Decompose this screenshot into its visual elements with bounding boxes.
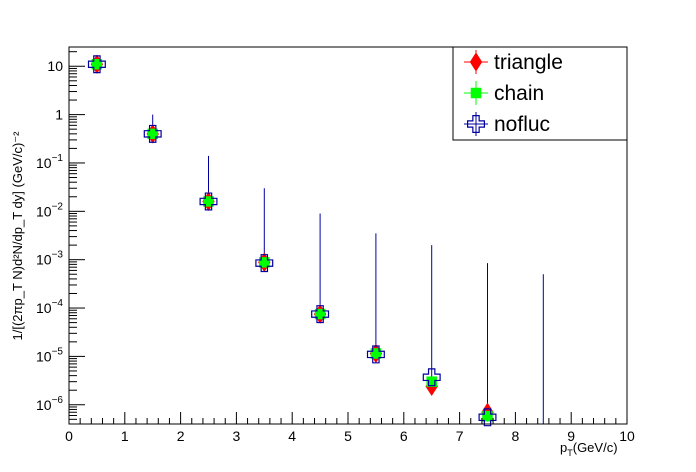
data-point: [482, 410, 493, 422]
data-point: [366, 345, 385, 364]
data-point: [203, 196, 214, 207]
data-point: [478, 408, 497, 427]
data-point: [470, 87, 482, 99]
x-tick-label: 2: [177, 428, 185, 444]
x-tick-label: 6: [400, 428, 408, 444]
data-point: [422, 368, 441, 387]
y-tick-label-base: 10: [47, 58, 63, 74]
x-tick-label: 8: [512, 428, 520, 444]
y-tick-label: 10: [47, 58, 63, 74]
y-tick-label-base: 10: [36, 300, 52, 316]
legend-label: triangle: [494, 51, 563, 74]
x-tick-label: 0: [65, 428, 73, 444]
data-point: [143, 124, 162, 143]
data-point: [311, 305, 330, 324]
y-tick-label-base: 10: [36, 397, 52, 413]
data-point: [469, 52, 483, 72]
y-tick-label-exponent: −3: [52, 250, 64, 261]
x-tick-label: 5: [344, 428, 352, 444]
data-point: [426, 376, 437, 387]
y-tick-label-exponent: −2: [52, 201, 64, 212]
x-tick-label: 9: [567, 428, 575, 444]
data-markers: [87, 54, 497, 427]
y-tick-label-exponent: −1: [52, 153, 64, 164]
error-bars: [96, 59, 544, 424]
x-tick-label: 3: [233, 428, 241, 444]
y-tick-label-base: 10: [36, 348, 52, 364]
svg-text:pT(GeV/c): pT(GeV/c): [560, 440, 618, 458]
y-tick-label-base: 1: [55, 107, 63, 123]
data-point: [259, 257, 270, 268]
data-point: [370, 348, 382, 359]
y-tick-label: 10−1: [36, 153, 63, 171]
y-tick-label: 10−3: [36, 250, 63, 268]
x-tick-label: 1: [121, 428, 129, 444]
y-tick-label-exponent: −4: [52, 298, 64, 309]
data-point: [255, 254, 274, 273]
y-tick-label-base: 10: [36, 252, 52, 268]
legend-label: nofluc: [494, 113, 550, 136]
data-point: [199, 192, 218, 211]
x-tick-label: 7: [456, 428, 464, 444]
data-point: [147, 128, 158, 140]
y-tick-label-base: 10: [36, 203, 52, 219]
y-tick-label: 10−4: [36, 298, 63, 316]
y-tick-label: 1: [55, 107, 63, 123]
y-tick-label-exponent: −5: [52, 346, 64, 357]
legend: triangle chain nofluc: [452, 46, 628, 141]
x-axis-ticks: 0 1 2 3 4 5 6 7 8 9 10: [65, 412, 635, 444]
x-tick-label: 10: [619, 428, 635, 444]
data-point: [314, 308, 326, 320]
y-tick-label-base: 10: [36, 155, 52, 171]
data-point: [87, 55, 106, 74]
y-tick-label: 10−2: [36, 201, 63, 219]
y-tick-label: 10−5: [36, 346, 63, 364]
y-axis-title: 1/[(2πp_T N)d²N/dp_T dy] (GeV/c)⁻²: [10, 131, 25, 341]
data-point: [91, 58, 103, 70]
legend-label: chain: [494, 82, 544, 105]
x-axis-title-sub: T: [567, 448, 573, 458]
x-tick-label: 4: [288, 428, 296, 444]
data-point: [467, 114, 485, 133]
y-tick-label-exponent: −6: [52, 395, 64, 406]
x-axis-title-main: p: [560, 440, 567, 455]
x-axis-title: pT(GeV/c): [560, 440, 618, 458]
y-tick-label: 10−6: [36, 395, 63, 413]
x-axis-title-unit: (GeV/c): [573, 440, 618, 455]
